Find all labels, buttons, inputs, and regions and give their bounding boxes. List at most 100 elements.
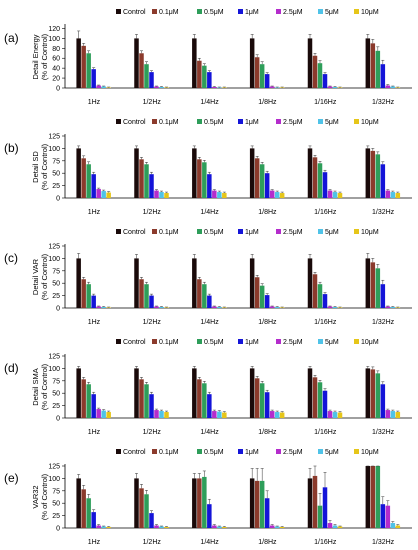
bar [370,150,376,198]
bar [134,148,139,198]
legend-label: Control [123,119,146,126]
legend-label: Control [123,449,146,456]
bar [307,258,313,308]
bar [390,411,396,418]
x-tick-label: 1/2Hz [143,539,162,546]
bar [144,384,149,418]
y-tick-label: 25 [52,293,60,300]
bar [390,192,396,198]
bar [139,279,144,308]
bar [164,412,169,418]
y-tick-label: 25 [52,183,60,190]
bar [390,86,396,88]
bar [312,55,318,88]
bar [395,525,401,528]
bar [86,164,91,198]
bar [197,279,202,308]
bar [192,148,197,198]
bar [327,523,333,528]
legend-label: 1μM [245,449,259,456]
y-tick-label: 80 [52,46,60,53]
bar [86,53,91,88]
bar [149,295,154,308]
bar [370,369,376,418]
x-tick-label: 1/4Hz [200,429,219,436]
bar [322,487,328,528]
bar [134,368,139,418]
bar [86,384,91,418]
x-tick-label: 1/16Hz [314,429,337,436]
bar [254,480,260,528]
bar [269,86,275,88]
y-tick-label: 20 [52,76,60,83]
bar [332,412,338,418]
bar [307,38,313,88]
bar [317,505,323,528]
legend-swatch [276,9,281,14]
x-tick-label: 1/4Hz [200,539,219,546]
legend-swatch [197,9,202,14]
bar [322,294,328,308]
legend-label: Control [123,9,146,16]
x-tick-label: 1/2Hz [143,99,162,106]
y-tick-label: 25 [52,513,60,520]
y-tick-label: 75 [52,158,60,165]
legend-label: 10μM [361,229,379,236]
bar [317,382,323,418]
bar [81,279,86,308]
y-axis-label-line: Detail SMA [31,368,40,406]
bar [207,72,212,88]
bar [86,284,91,308]
bar [106,412,111,418]
legend-swatch [318,449,323,454]
x-tick-label: 1/2Hz [143,209,162,216]
y-tick-label: 100 [48,256,60,263]
bar [202,383,207,418]
legend-label: 0.5μM [204,229,224,236]
bar [337,412,343,418]
legend-swatch [238,119,243,124]
y-tick-label: 100 [48,366,60,373]
legend-swatch [116,229,121,234]
bar [370,262,376,308]
bar [390,523,396,528]
legend-label: 1μM [245,119,259,126]
x-tick-label: 1/2Hz [143,319,162,326]
y-axis-label-line: (% of Control) [40,143,49,190]
bar [76,38,81,88]
y-tick-label: 40 [52,66,60,73]
bar [254,158,260,198]
bar [101,86,106,88]
bar [159,307,164,308]
bar [327,190,333,198]
legend-label: 2.5μM [283,339,303,346]
y-tick-label: 75 [52,378,60,385]
bar [207,394,212,418]
bar [259,64,265,88]
y-tick-label: 125 [48,244,60,251]
legend-label: Control [123,229,146,236]
bar [380,504,386,528]
bar [264,173,270,198]
bar [159,192,164,198]
bar [192,368,197,418]
x-tick-label: 1/8Hz [258,539,277,546]
bar [322,172,328,198]
bar [380,284,386,308]
bar [332,87,338,88]
bar [81,158,86,198]
bar [197,478,202,528]
y-tick-label: 125 [48,464,60,471]
legend-label: 0.5μM [204,449,224,456]
bar [332,192,338,198]
legend-swatch [116,449,121,454]
bar [332,307,338,308]
bar [91,512,96,528]
bar [139,379,144,418]
y-axis-label: Detail SMA (% of Control) [31,363,49,410]
bar [207,504,212,528]
y-axis-label-line: (% of Control) [40,33,49,80]
bar [139,488,144,528]
legend-label: 2.5μM [283,449,303,456]
bar [375,154,381,198]
